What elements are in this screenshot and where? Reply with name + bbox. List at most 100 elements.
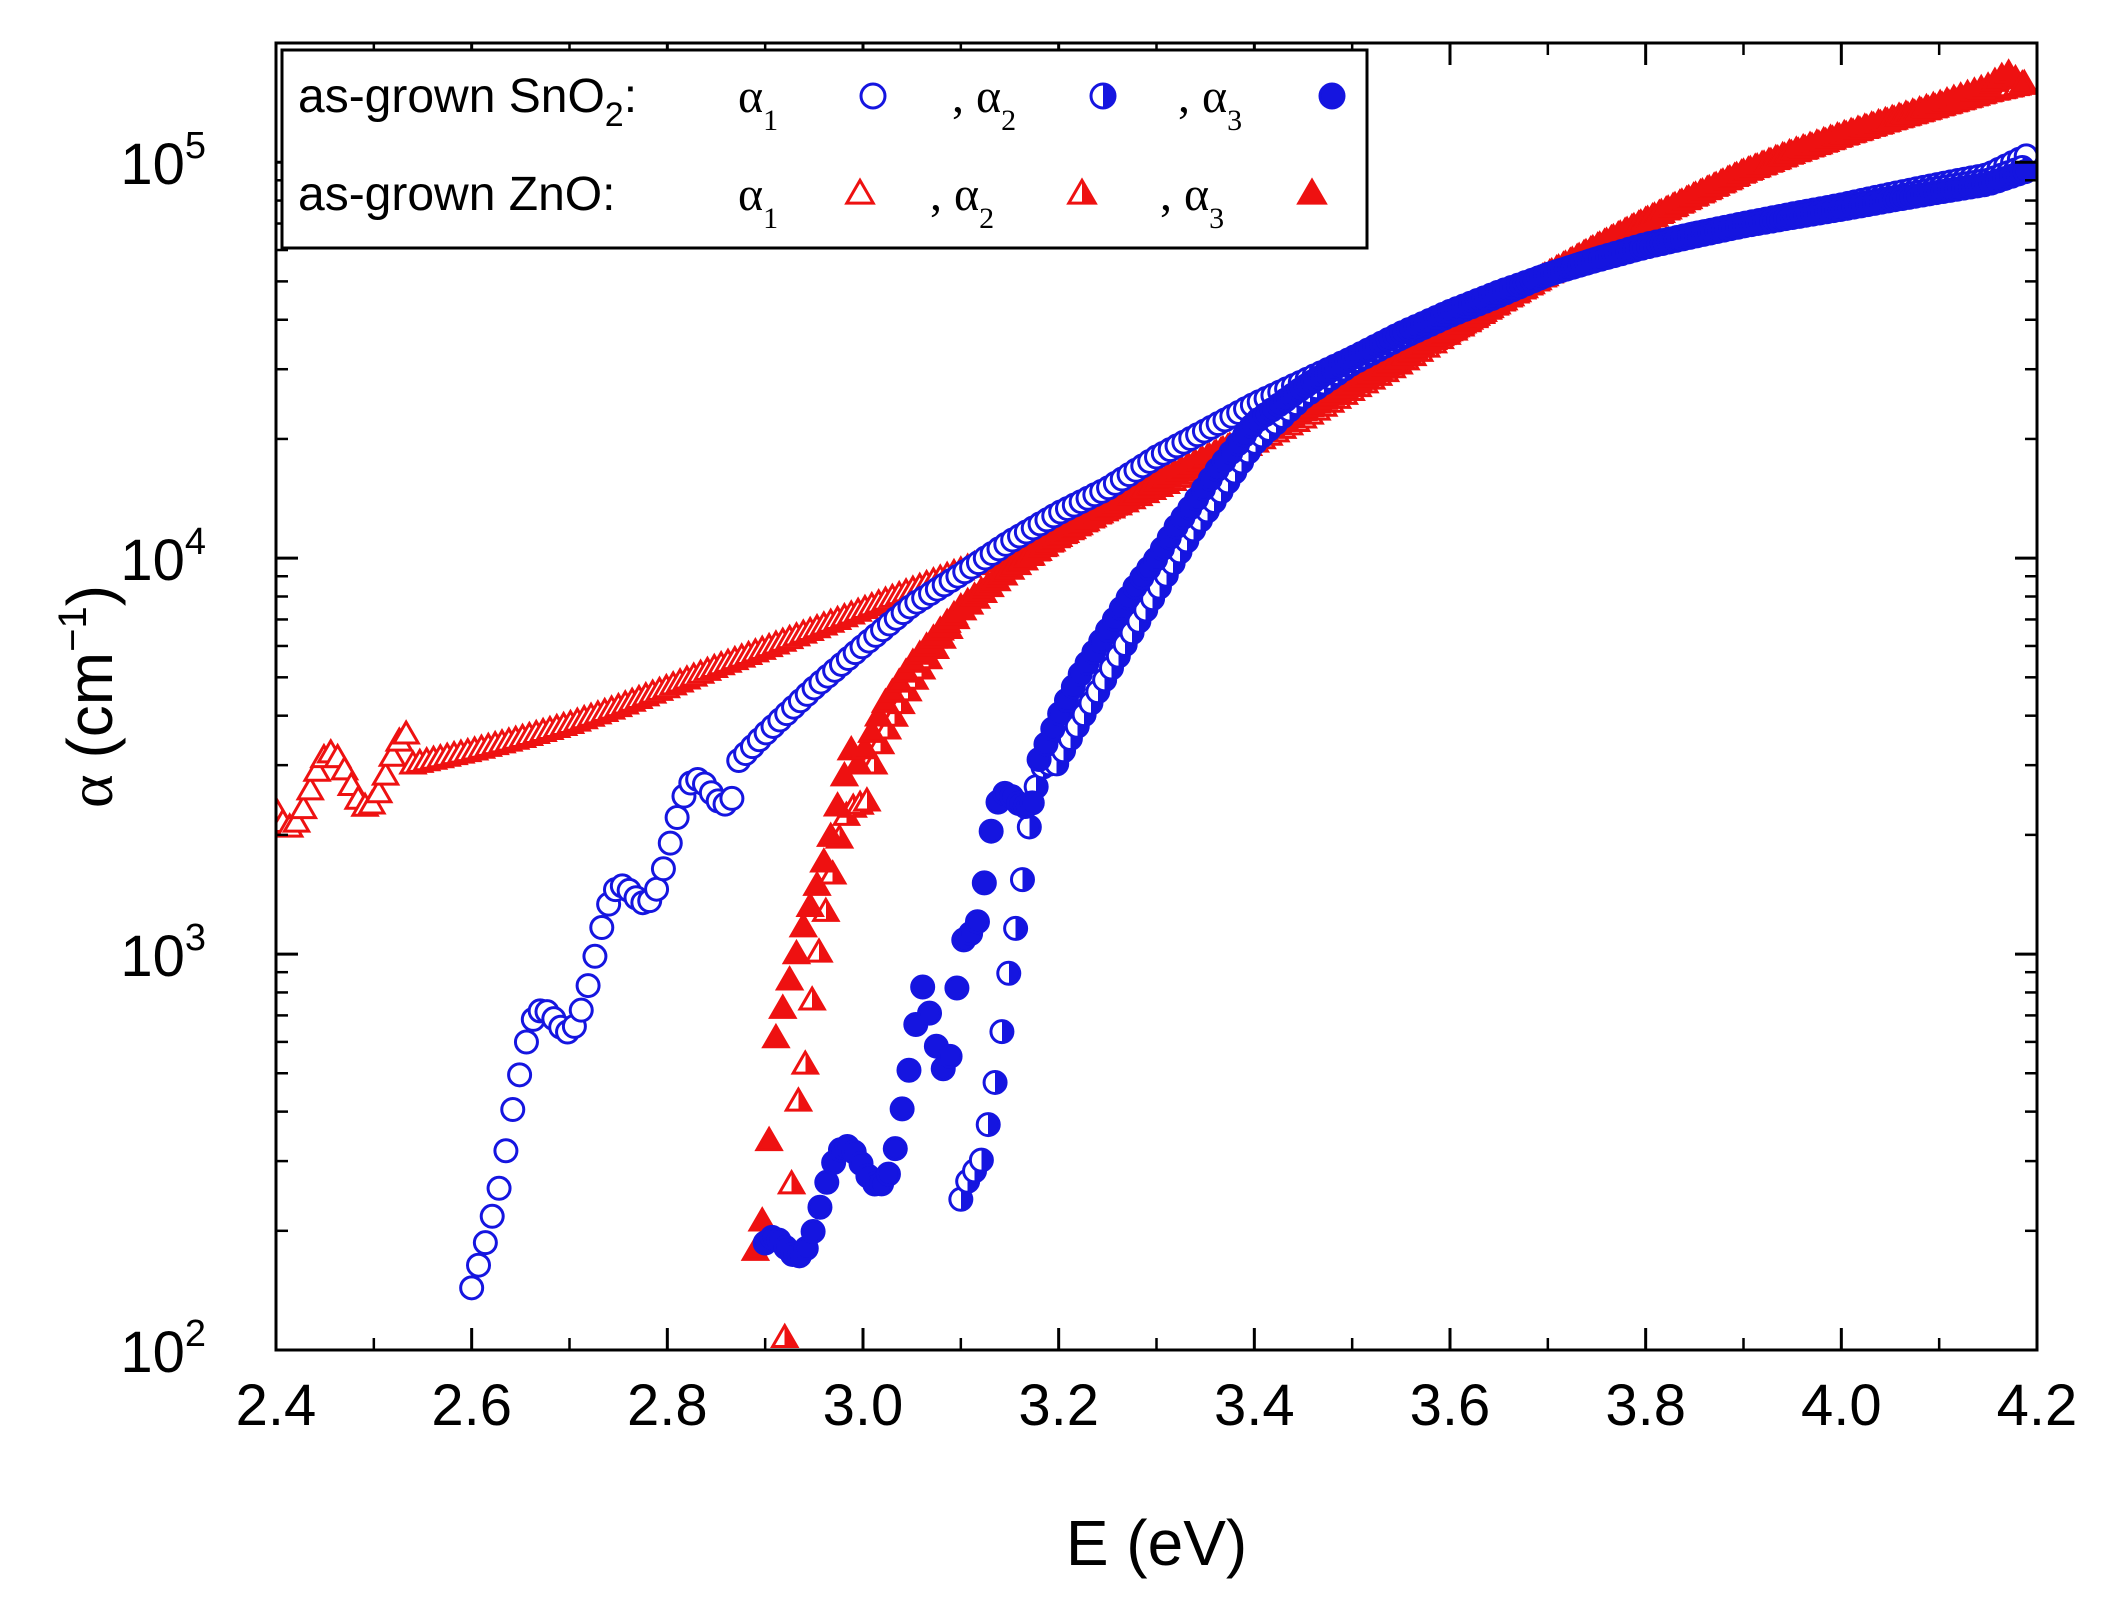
data-point [479, 1203, 505, 1229]
data-point [910, 974, 936, 1000]
series-zno-2 [770, 68, 2037, 1348]
data-point [364, 777, 394, 804]
data-point [650, 856, 676, 882]
data-point [770, 1322, 800, 1348]
x-tick-label: 3.4 [1214, 1373, 1295, 1438]
x-tick-label: 3.8 [1605, 1373, 1686, 1438]
data-point [582, 943, 608, 969]
data-point [472, 1230, 498, 1256]
data-point [568, 997, 594, 1023]
legend-marker [1066, 177, 1098, 205]
series-sno2-1 [459, 143, 2037, 1301]
legend-box [280, 48, 1369, 250]
legend-alpha-3: , α3 [1178, 70, 1242, 137]
data-point [774, 965, 805, 991]
legend-marker [1089, 82, 1117, 110]
data-point [971, 870, 997, 896]
data-point [788, 911, 819, 938]
legend-alpha-1: α1 [738, 70, 778, 137]
data-point [295, 775, 325, 801]
x-tick-label: 2.4 [236, 1373, 317, 1438]
data-point [486, 1175, 512, 1201]
data-point [493, 1138, 519, 1164]
data-point [875, 1161, 901, 1187]
data-point [500, 1097, 526, 1123]
series-sno2-3 [752, 159, 2037, 1269]
data-point [644, 876, 670, 902]
data-point [896, 1057, 922, 1083]
data-point [982, 1069, 1008, 1095]
data-point [863, 701, 894, 727]
data-point [917, 1000, 943, 1026]
data-point [975, 1112, 1001, 1138]
data-point [719, 785, 745, 811]
data-point [776, 1168, 807, 1195]
legend-marker [1296, 177, 1328, 205]
data-point [889, 1096, 915, 1122]
y-tick-label: 104 [120, 521, 206, 593]
x-tick-label: 2.6 [431, 1373, 512, 1438]
data-point [1009, 867, 1035, 893]
data-point [1019, 790, 1045, 816]
data-point [843, 749, 873, 775]
y-tick-label: 102 [120, 1313, 206, 1385]
data-point [996, 960, 1022, 986]
data-point [1016, 814, 1042, 840]
x-tick-label: 3.6 [1410, 1373, 1491, 1438]
data-point [783, 1086, 814, 1112]
data-point [391, 719, 421, 745]
legend-alpha-3: , α3 [1160, 168, 1224, 235]
y-tick-label: 103 [120, 917, 206, 989]
data-point [800, 1218, 826, 1244]
data-point [790, 1049, 820, 1075]
data-point [507, 1062, 533, 1088]
data-point [281, 807, 312, 833]
x-axis-title: E (eV) [1066, 1507, 1247, 1579]
legend-marker [859, 82, 887, 110]
axes: 2.4 2.6 2.8 3.0 3.2 3.4 3.6 3.8 4.0 4.2 102 103 104 1… [51, 41, 2078, 1579]
data-point [459, 1275, 485, 1301]
legend: as-grown SnO2: α1 , α2 , α3 as-grown ZnO: α1,… [280, 48, 1369, 250]
data-point [288, 793, 319, 820]
legend-alpha-2: , α2 [952, 70, 1016, 137]
data-point [754, 1125, 784, 1152]
x-tick-label: 3.0 [823, 1373, 904, 1438]
data-point [302, 756, 332, 782]
data-point [807, 1194, 833, 1220]
data-point [466, 1252, 492, 1278]
y-axis-title: α (cm−1) [51, 585, 126, 808]
data-point [937, 1043, 963, 1069]
data-point [370, 760, 401, 786]
data-point [761, 1022, 791, 1049]
data-point [664, 805, 690, 831]
x-tick-label: 3.2 [1018, 1373, 1099, 1438]
x-tick-label: 4.2 [1997, 1373, 2078, 1438]
legend-marker [844, 177, 876, 205]
data-point [852, 786, 882, 812]
data-point [657, 830, 683, 856]
x-tick-label: 4.0 [1801, 1373, 1882, 1438]
data-point [850, 733, 880, 760]
data-point [882, 1136, 908, 1162]
data-point [589, 914, 615, 940]
legend-label-sno2: as-grown SnO2: [298, 70, 637, 134]
data-point [816, 821, 846, 847]
data-point [797, 985, 827, 1011]
data-point [964, 909, 990, 935]
data-point [1003, 915, 1029, 941]
data-point [575, 973, 601, 999]
data-point [768, 993, 798, 1019]
plot-area [276, 58, 2037, 1348]
data-point [978, 818, 1004, 844]
data-point [968, 1147, 994, 1173]
x-tick-label: 2.8 [627, 1373, 708, 1438]
data-point [944, 975, 970, 1001]
data-point [872, 714, 903, 740]
data-point [513, 1029, 539, 1055]
legend-alpha-2: , α2 [930, 168, 994, 235]
legend-marker [1318, 82, 1346, 110]
data-point [804, 937, 834, 963]
data-point [377, 741, 408, 767]
data-point [795, 891, 825, 917]
